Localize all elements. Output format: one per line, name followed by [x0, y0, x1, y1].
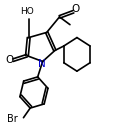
Text: O: O: [72, 4, 80, 14]
Text: HO: HO: [20, 7, 34, 16]
Text: Br: Br: [7, 114, 18, 124]
Text: O: O: [6, 55, 14, 65]
Text: N: N: [38, 59, 46, 69]
